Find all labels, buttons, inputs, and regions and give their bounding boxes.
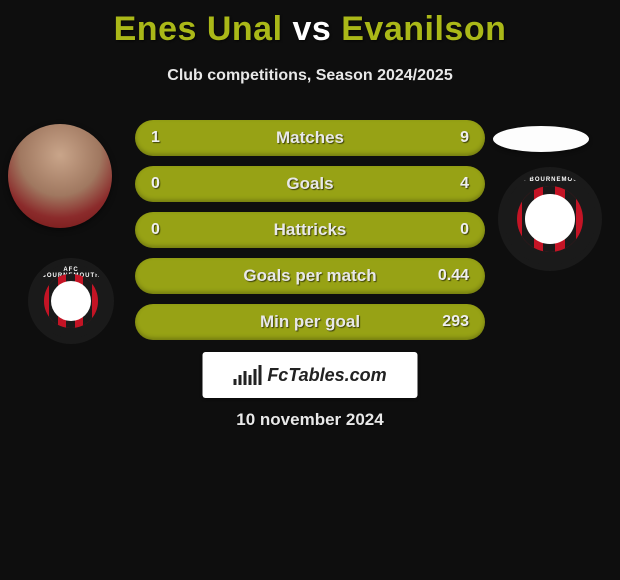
- badge-text: AFC BOURNEMOUTH: [504, 177, 596, 183]
- stat-label: Goals per match: [243, 266, 376, 286]
- player1-avatar: [8, 124, 112, 228]
- subtitle: Club competitions, Season 2024/2025: [0, 67, 620, 85]
- comparison-card: Enes Unal vs Evanilson Club competitions…: [0, 0, 620, 580]
- player1-club-badge: AFC BOURNEMOUTH: [28, 258, 114, 344]
- stat-left-value: 1: [151, 129, 160, 147]
- stat-row-min-per-goal: Min per goal 293: [135, 304, 485, 340]
- stat-right-value: 0.44: [438, 267, 469, 285]
- stat-right-value: 4: [460, 175, 469, 193]
- stat-right-value: 0: [460, 221, 469, 239]
- stat-right-value: 293: [442, 313, 469, 331]
- stat-row-goals-per-match: Goals per match 0.44: [135, 258, 485, 294]
- stat-left-value: 0: [151, 221, 160, 239]
- stat-right-value: 9: [460, 129, 469, 147]
- stat-label: Goals: [286, 174, 333, 194]
- vs-text: vs: [292, 10, 331, 48]
- brand-badge[interactable]: FcTables.com: [203, 352, 418, 398]
- page-title: Enes Unal vs Evanilson: [0, 0, 620, 49]
- player2-name: Evanilson: [341, 10, 506, 48]
- brand-text: FcTables.com: [267, 365, 386, 386]
- stat-label: Matches: [276, 128, 344, 148]
- player1-name: Enes Unal: [114, 10, 283, 48]
- stat-row-matches: 1 Matches 9: [135, 120, 485, 156]
- stat-label: Min per goal: [260, 312, 360, 332]
- stat-row-goals: 0 Goals 4: [135, 166, 485, 202]
- brand-chart-icon: [233, 365, 261, 385]
- stat-row-hattricks: 0 Hattricks 0: [135, 212, 485, 248]
- stat-left-value: 0: [151, 175, 160, 193]
- player2-avatar-placeholder: [493, 126, 589, 152]
- stat-label: Hattricks: [274, 220, 347, 240]
- date-text: 10 november 2024: [0, 410, 620, 430]
- player2-club-badge: AFC BOURNEMOUTH: [498, 167, 602, 271]
- stats-block: 1 Matches 9 0 Goals 4 0 Hattricks 0 Goal…: [135, 120, 485, 350]
